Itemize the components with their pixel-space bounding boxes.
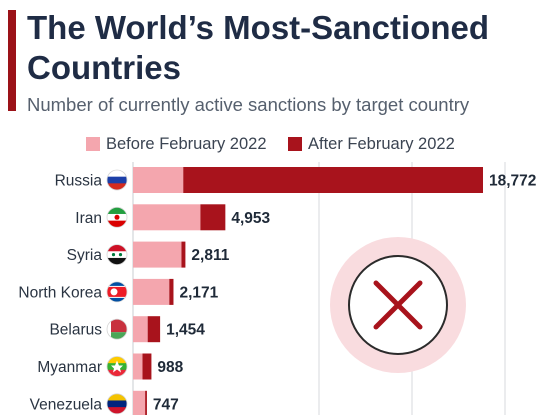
bar-before-feb-2022 [133,241,182,268]
bar-before-feb-2022 [133,316,148,343]
bar-before-feb-2022 [133,353,143,380]
russia-flag-icon [106,169,128,191]
bar-after-feb-2022 [169,278,174,305]
bar-after-feb-2022 [145,390,147,415]
category-label: Venezuela [30,396,103,413]
bar-before-feb-2022 [133,204,201,231]
category-label: Russia [55,173,103,190]
red-x-cross-icon [330,237,466,373]
iran-flag-icon [106,206,128,228]
north-korea-flag-icon [106,281,128,303]
legend-label-before: Before February 2022 [106,134,267,153]
value-label: 2,171 [179,284,218,301]
bar-before-feb-2022 [133,278,170,305]
venezuela-flag-icon [106,393,128,415]
bar-after-feb-2022 [147,316,161,343]
category-label: Iran [75,210,102,227]
value-label: 2,811 [191,247,229,264]
category-label: North Korea [18,284,102,301]
bar-before-feb-2022 [133,167,184,193]
syria-flag-icon [106,244,128,266]
bar-after-feb-2022 [183,167,483,193]
value-label: 18,772 [489,173,536,190]
value-label: 4,953 [231,210,270,227]
belarus-flag-icon [106,318,128,340]
legend-item-before: Before February 2022 [86,133,267,155]
watermark-cross-stroke [373,280,423,330]
value-label: 988 [157,359,183,376]
bar-after-feb-2022 [181,241,186,268]
legend-swatch-before [86,137,100,151]
category-label: Belarus [49,322,102,339]
value-label: 1,454 [166,322,205,339]
legend-label-after: After February 2022 [308,134,455,153]
category-label: Myanmar [37,359,102,376]
legend-swatch-after [288,137,302,151]
chart-subtitle: Number of currently active sanctions by … [27,94,470,115]
category-label: Syria [67,247,103,264]
chart-title: The World’s Most-Sanctioned Countries [27,9,490,86]
legend: Before February 2022 After February 2022 [0,133,547,155]
legend-item-after: After February 2022 [288,133,455,155]
bar-before-feb-2022 [133,390,146,415]
value-label: 747 [153,396,179,413]
bar-after-feb-2022 [200,204,226,231]
myanmar-flag-icon [106,356,128,377]
accent-bar [8,10,16,111]
bar-after-feb-2022 [142,353,152,380]
